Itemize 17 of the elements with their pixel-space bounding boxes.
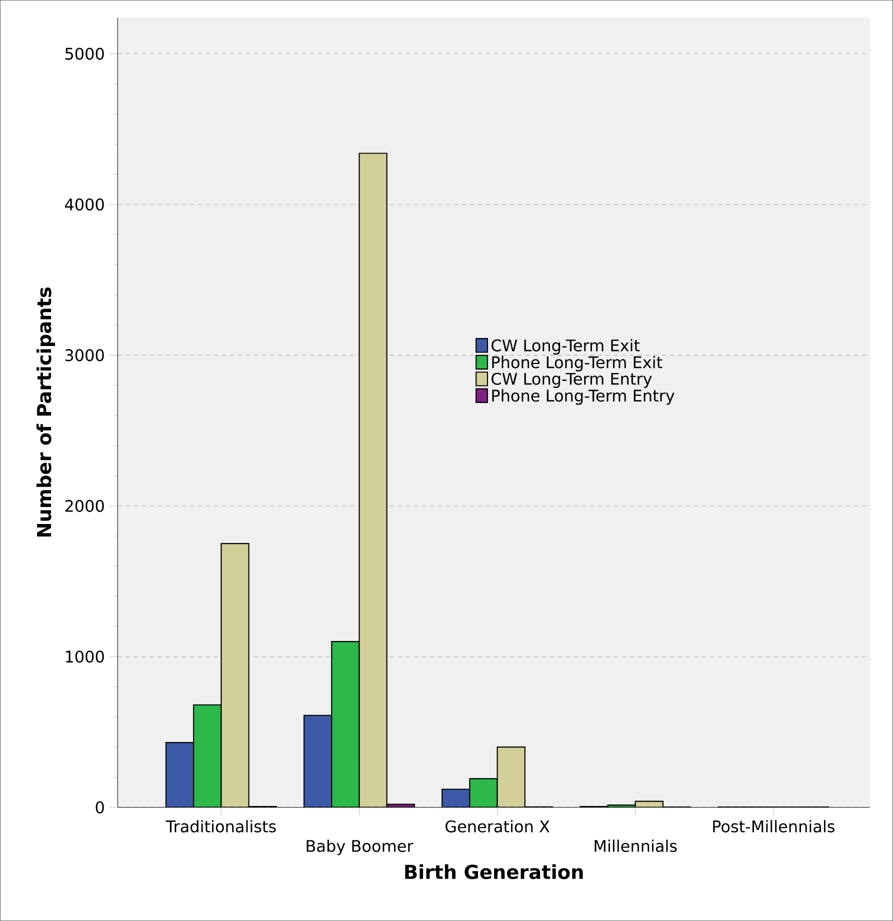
legend-label: Phone Long-Term Entry: [492, 389, 674, 405]
y-tick-label: 3000: [65, 349, 104, 362]
legend-label: Phone Long-Term Exit: [492, 356, 662, 372]
y-axis-title: Number of Participants: [36, 288, 56, 537]
y-tick-label: 1000: [66, 650, 104, 663]
x-tick-label: Millennials: [594, 840, 677, 852]
x-tick-label: Traditionalists: [166, 820, 276, 832]
x-tick-label: Generation X: [446, 820, 550, 832]
x-tick-label: Post-Millennials: [713, 820, 834, 832]
legend-label: CW Long-Term Exit: [492, 339, 640, 355]
y-tick-label: 4000: [64, 198, 104, 211]
y-tick-label: 5000: [65, 48, 104, 60]
x-axis-title: Birth Generation: [405, 864, 583, 880]
legend-label: CW Long-Term Entry: [492, 372, 652, 388]
y-tick-label: 0: [96, 801, 104, 814]
x-tick-label: Baby Boomer: [306, 840, 414, 856]
y-tick-label: 2000: [65, 500, 104, 512]
